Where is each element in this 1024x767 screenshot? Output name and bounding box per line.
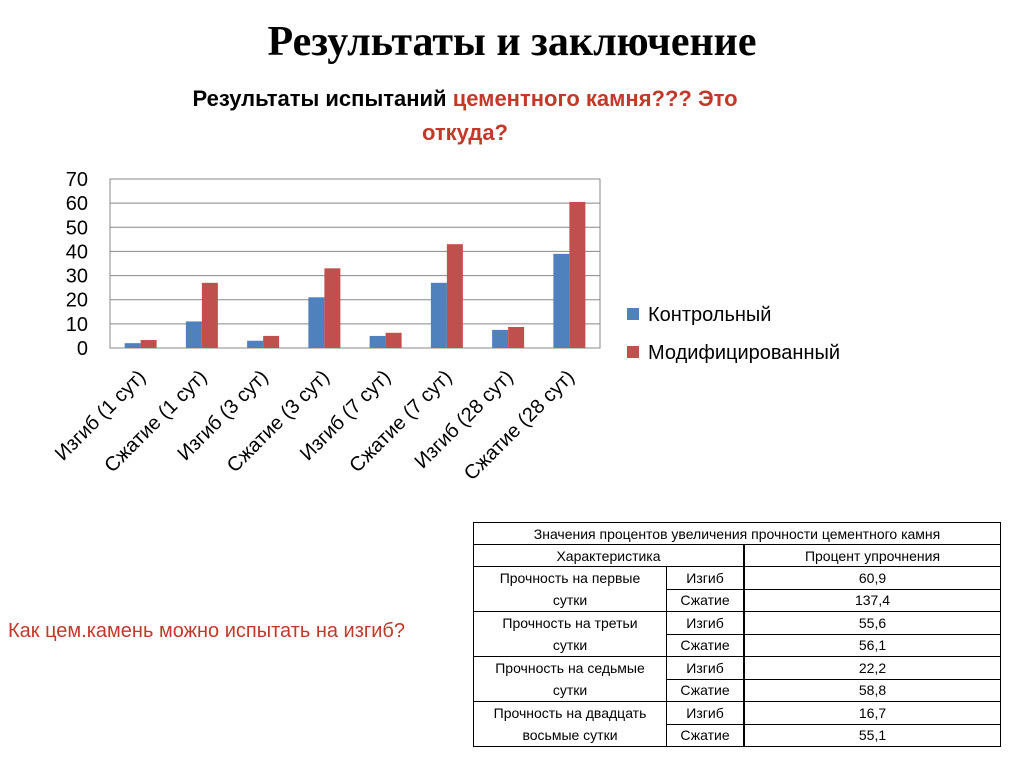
bar-control [369, 335, 386, 348]
y-tick-label: 20 [66, 290, 88, 312]
bar-control [492, 329, 509, 348]
y-tick-label: 70 [66, 169, 88, 191]
y-tick-label: 50 [66, 217, 88, 239]
bend-label: Изгиб [666, 566, 745, 590]
bend-value: 22,2 [743, 656, 1001, 680]
bend-label: Изгиб [666, 656, 745, 680]
legend-swatch [627, 346, 639, 358]
legend-label: Модифицированный [648, 342, 840, 364]
comp-value: 55,1 [743, 723, 1001, 747]
strength-table: Значения процентов увеличения прочности … [473, 522, 1001, 747]
bar-modified [569, 201, 586, 348]
table-row: Сжатие 55,1 [474, 723, 1001, 747]
table-row: Прочность на седьмые сутки Изгиб 22,2 [473, 656, 1001, 702]
bar-modified [324, 268, 341, 348]
chart-title: Результаты испытаний цементного камня???… [105, 82, 825, 150]
table-row: Прочность на первые сутки Изгиб 60,9 [473, 566, 1001, 612]
y-tick-label: 60 [66, 193, 88, 215]
slide-title: Результаты и заключение [267, 19, 757, 65]
row-label: Прочность на двадцать восьмые сутки [473, 701, 667, 747]
row-label: Прочность на третьи сутки [473, 611, 667, 657]
comp-value: 137,4 [743, 588, 1001, 612]
y-tick-label: 10 [66, 314, 88, 336]
bar-control [308, 297, 325, 348]
bend-value: 16,7 [743, 701, 1001, 725]
x-tick-label: Сжатие (28 сут) [460, 366, 579, 485]
bend-value: 60,9 [743, 566, 1001, 590]
comp-label: Сжатие [666, 633, 745, 657]
row-label: Прочность на первые сутки [473, 566, 667, 612]
chart-title-part3: откуда? [421, 120, 508, 145]
comp-value: 58,8 [743, 678, 1001, 702]
bar-modified [385, 332, 402, 348]
legend-label: Контрольный [648, 304, 771, 326]
question-text: Как цем.камень можно испытать на изгиб? [8, 620, 405, 642]
table-row: Прочность на третьи сутки Изгиб 55,6 [473, 611, 1001, 657]
bar-control [553, 253, 570, 348]
table-header-row: Характеристика Процент упрочнения [473, 544, 1001, 567]
bar-modified [446, 244, 463, 348]
comp-value: 56,1 [743, 633, 1001, 657]
bar-control [124, 343, 141, 348]
table-row: Сжатие 56,1 [474, 633, 1001, 657]
bar-modified [201, 282, 218, 348]
y-tick-label: 30 [66, 266, 88, 288]
table-caption-row: Значения процентов увеличения прочности … [473, 522, 1001, 545]
y-tick-label: 40 [66, 241, 88, 263]
table-row: Сжатие 58,8 [474, 678, 1001, 702]
comp-label: Сжатие [666, 723, 745, 747]
plot-area [109, 178, 601, 349]
legend-swatch [627, 308, 639, 320]
bar-control [430, 282, 447, 348]
bend-label: Изгиб [666, 701, 745, 725]
table-row: Прочность на двадцать восьмые сутки Изгиб… [473, 701, 1001, 747]
bar-modified [263, 335, 280, 348]
bar-control [185, 321, 202, 348]
comp-label: Сжатие [666, 678, 745, 702]
row-label: Прочность на седьмые сутки [473, 656, 667, 702]
bend-label: Изгиб [666, 611, 745, 635]
bend-value: 55,6 [743, 611, 1001, 635]
y-tick-label: 0 [77, 338, 88, 360]
table-row: Сжатие 137,4 [474, 588, 1001, 612]
table-caption: Значения процентов увеличения прочности … [473, 522, 1001, 545]
comp-label: Сжатие [666, 588, 745, 612]
bar-control [247, 340, 264, 348]
header-percent: Процент упрочнения [743, 544, 1001, 567]
chart-title-part2: цементного камня??? Это [452, 86, 738, 111]
bar-modified [140, 340, 157, 348]
bar-modified [508, 326, 525, 348]
header-characteristic: Характеристика [473, 544, 745, 567]
chart-title-part1: Результаты испытаний [192, 86, 453, 111]
